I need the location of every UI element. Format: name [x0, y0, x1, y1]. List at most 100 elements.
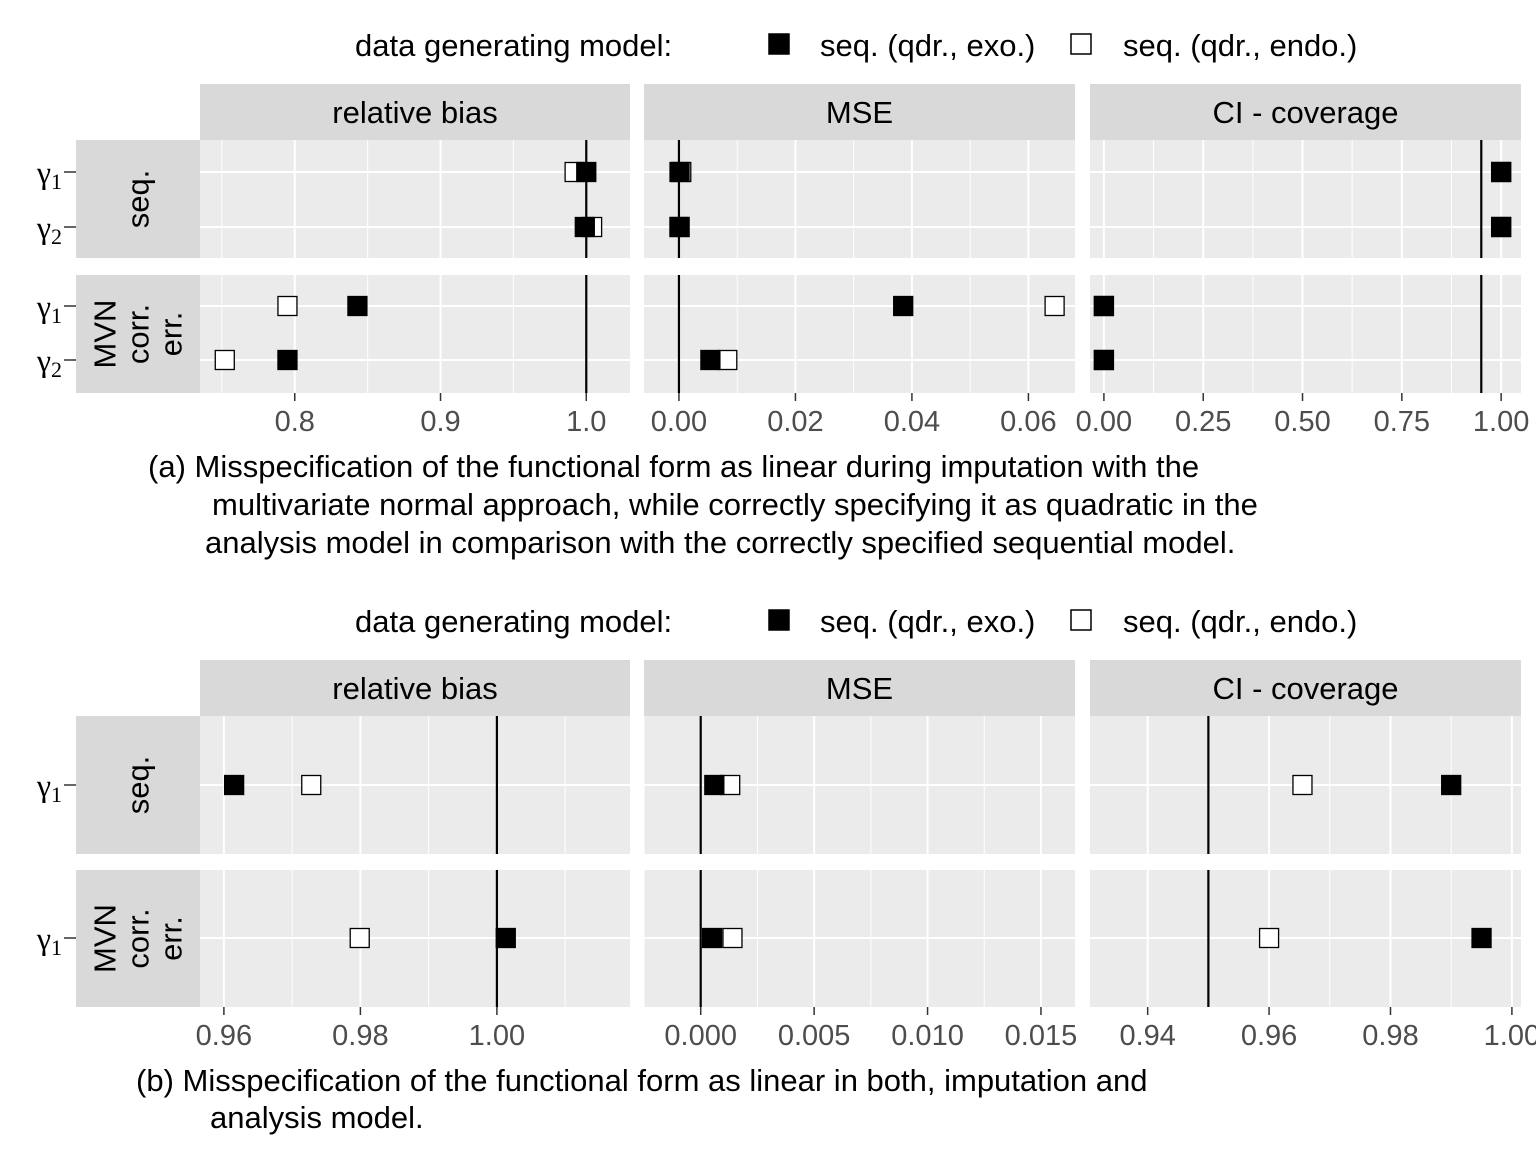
panel-a-ci-coverage-xtick-label-0-50: 0.50 — [1274, 406, 1330, 438]
panel-b-row-strip-label-1-mvn: MVN — [88, 904, 123, 973]
panel-a-ci-coverage-xtick-label-0-25: 0.25 — [1175, 406, 1231, 438]
panel-b-row-strip-label-1-corr: corr. — [121, 908, 156, 968]
panel-a-row-strip-1 — [76, 275, 200, 393]
panel-a-mse-row0-background — [644, 140, 1075, 258]
caption-a-line-3: analysis model in comparison with the co… — [205, 525, 1236, 560]
caption-b-line-2: analysis model. — [210, 1100, 424, 1135]
panel-a-relative-bias-row1-background — [200, 275, 630, 393]
panel-b-strip-label-relative-bias: relative bias — [332, 671, 497, 706]
panel-a-relative-bias-row1-point-1-seq-qdr-endo — [277, 295, 298, 317]
panel-b-relative-bias-row0-point-1-seq-qdr-exo — [223, 774, 245, 796]
caption-a-line-2: multivariate normal approach, while corr… — [212, 487, 1258, 522]
panel-a-strip-label-relative-bias: relative bias — [332, 95, 497, 130]
panel-a-ylabel-row0-1: γ1 — [36, 154, 62, 194]
panel-b-relative-bias-row1-point-1-seq-qdr-exo — [495, 927, 516, 949]
panel-b-ci-coverage-row1-point-1-seq-qdr-exo — [1471, 927, 1492, 949]
panel-a-ci-coverage-row1-point-1-seq-qdr-exo — [1093, 295, 1115, 317]
panel-b-legend-key-seq-qdr-endo — [1070, 609, 1092, 631]
panel-a-mse-xtick-label-0-00: 0.00 — [651, 406, 707, 438]
panel-a-mse-row0-point-1-seq-qdr-exo — [669, 161, 690, 183]
panel-b-mse-xtick-label-0-015: 0.015 — [1005, 1020, 1078, 1052]
panel-a-relative-bias-row0-point-2-seq-qdr-exo — [574, 216, 595, 238]
panel-b-row-strip-0 — [76, 716, 200, 854]
panel-a-strip-label-mse: MSE — [826, 95, 893, 130]
panel-a-ci-coverage-row0-point-1-seq-qdr-exo — [1490, 161, 1512, 183]
panel-a-ci-coverage-xtick-label-0-75: 0.75 — [1374, 406, 1430, 438]
panel-b-strip-ci-coverage — [1090, 660, 1521, 716]
panel-a-mse-row1-point-2-seq-qdr-endo — [717, 349, 738, 371]
panel-b-ylabel-row0-1: γ1 — [36, 767, 62, 807]
panel-a-relative-bias-row1-point-1-seq-qdr-exo — [347, 295, 368, 317]
panel-b-relative-bias-row1-point-1-seq-qdr-endo — [349, 927, 370, 949]
panel-a-legend-key-seq-qdr-endo — [1070, 33, 1092, 55]
panel-a-legend-label-seq-qdr-exo: seq. (qdr., exo.) — [820, 28, 1035, 63]
panel-b-row-strip-label-1-err: err. — [154, 916, 189, 961]
panel-b-strip-label-ci-coverage: CI - coverage — [1212, 671, 1398, 706]
panel-a-relative-bias-row0-background — [200, 140, 630, 258]
panel-b-ci-coverage-row0-point-1-seq-qdr-endo — [1292, 774, 1313, 796]
panel-b-ci-coverage-xtick-label-0-94: 0.94 — [1119, 1020, 1175, 1052]
panel-a-relative-bias-row1-point-2-seq-qdr-exo — [277, 349, 298, 371]
panel-b-mse-row0-point-1-seq-qdr-exo — [704, 774, 725, 796]
panel-b-ci-coverage-row0-point-1-seq-qdr-exo — [1441, 774, 1462, 796]
panel-a-row-strip-label-1-mvn: MVN — [88, 300, 123, 369]
panel-a-mse-row1-point-2-seq-qdr-exo — [700, 349, 721, 371]
panel-a-strip-label-ci-coverage: CI - coverage — [1212, 95, 1398, 130]
panel-b-ci-coverage-xtick-label-1-00: 1.00 — [1484, 1020, 1536, 1052]
panel-a-legend-key-seq-qdr-exo — [768, 33, 790, 55]
panel-b-relative-bias-xtick-label-1-00: 1.00 — [469, 1020, 525, 1052]
panel-b-mse-row1-point-1-seq-qdr-exo — [701, 927, 723, 949]
panel-a-strip-ci-coverage — [1090, 84, 1521, 140]
panel-b-ylabel-row1-1: γ1 — [36, 920, 62, 960]
panel-a-legend-title: data generating model: — [355, 28, 672, 63]
panel-a-ci-coverage-row0-point-2-seq-qdr-exo — [1490, 216, 1512, 238]
panel-b-ci-coverage-xtick-label-0-98: 0.98 — [1362, 1020, 1418, 1052]
panel-b-legend-key-seq-qdr-exo — [768, 609, 790, 631]
panel-a-mse-xtick-label-0-04: 0.04 — [884, 406, 940, 438]
panel-b-ci-coverage-xtick-label-0-96: 0.96 — [1241, 1020, 1297, 1052]
panel-a-mse-row1-background — [644, 275, 1075, 393]
panel-a-strip-mse — [644, 84, 1075, 140]
panel-a-mse-row1-point-1-seq-qdr-endo — [1044, 295, 1065, 317]
panel-a-relative-bias-row0-point-1-seq-qdr-exo — [576, 161, 597, 183]
panel-a-mse-xtick-label-0-02: 0.02 — [767, 406, 823, 438]
panel-b-relative-bias-row0-point-1-seq-qdr-endo — [301, 774, 322, 796]
panel-b-legend-label-seq-qdr-exo: seq. (qdr., exo.) — [820, 604, 1035, 639]
panel-b-legend-label-seq-qdr-endo: seq. (qdr., endo.) — [1123, 604, 1357, 639]
panel-b-relative-bias-xtick-label-0-96: 0.96 — [196, 1020, 252, 1052]
panel-a-mse-xtick-label-0-06: 0.06 — [1000, 406, 1056, 438]
panel-a-ylabel-row1-2: γ2 — [36, 342, 62, 382]
panel-a-legend-label-seq-qdr-endo: seq. (qdr., endo.) — [1123, 28, 1357, 63]
panel-b-legend-title: data generating model: — [355, 604, 672, 639]
panel-b-mse-xtick-label-0-005: 0.005 — [778, 1020, 851, 1052]
panel-a-relative-bias-row1-point-2-seq-qdr-endo — [214, 349, 235, 371]
panel-a-strip-relative-bias — [200, 84, 630, 140]
panel-a-relative-bias-xtick-label-1-0: 1.0 — [566, 406, 606, 438]
panel-b-strip-label-mse: MSE — [826, 671, 893, 706]
panel-a-ci-coverage-row1-background — [1090, 275, 1521, 393]
caption-b-line-1: (b) Misspecification of the functional f… — [136, 1063, 1148, 1098]
panel-b-mse-row1-point-1-seq-qdr-endo — [722, 927, 743, 949]
panel-b-row-strip-1 — [76, 870, 200, 1007]
panel-b-mse-xtick-label-0-010: 0.010 — [891, 1020, 964, 1052]
panel-b-strip-mse — [644, 660, 1075, 716]
panel-a-relative-bias-xtick-label-0-9: 0.9 — [420, 406, 460, 438]
panel-a-row-strip-0 — [76, 140, 200, 258]
panel-b-strip-relative-bias — [200, 660, 630, 716]
panel-b-row-strip-label-0-seq: seq. — [121, 756, 156, 815]
panel-a-ylabel-row1-1: γ1 — [36, 288, 62, 328]
panel-a-row-strip-label-1-err: err. — [154, 312, 189, 357]
panel-a-ci-coverage-xtick-label-1-00: 1.00 — [1473, 406, 1529, 438]
panel-a-ci-coverage-xtick-label-0-00: 0.00 — [1076, 406, 1132, 438]
panel-a-ci-coverage-row0-background — [1090, 140, 1521, 258]
panel-a-mse-row0-point-2-seq-qdr-exo — [669, 216, 690, 238]
panel-b-relative-bias-xtick-label-0-98: 0.98 — [332, 1020, 388, 1052]
caption-a-line-1: (a) Misspecification of the functional f… — [148, 449, 1200, 484]
panel-a-ylabel-row0-2: γ2 — [36, 209, 62, 249]
panel-a-ci-coverage-row1-point-2-seq-qdr-exo — [1093, 349, 1115, 371]
panel-b-ci-coverage-row1-point-1-seq-qdr-endo — [1258, 927, 1280, 949]
panel-a-relative-bias-xtick-label-0-8: 0.8 — [275, 406, 315, 438]
panel-b-mse-xtick-label-0-000: 0.000 — [664, 1020, 737, 1052]
panel-a-row-strip-label-1-corr: corr. — [121, 304, 156, 364]
